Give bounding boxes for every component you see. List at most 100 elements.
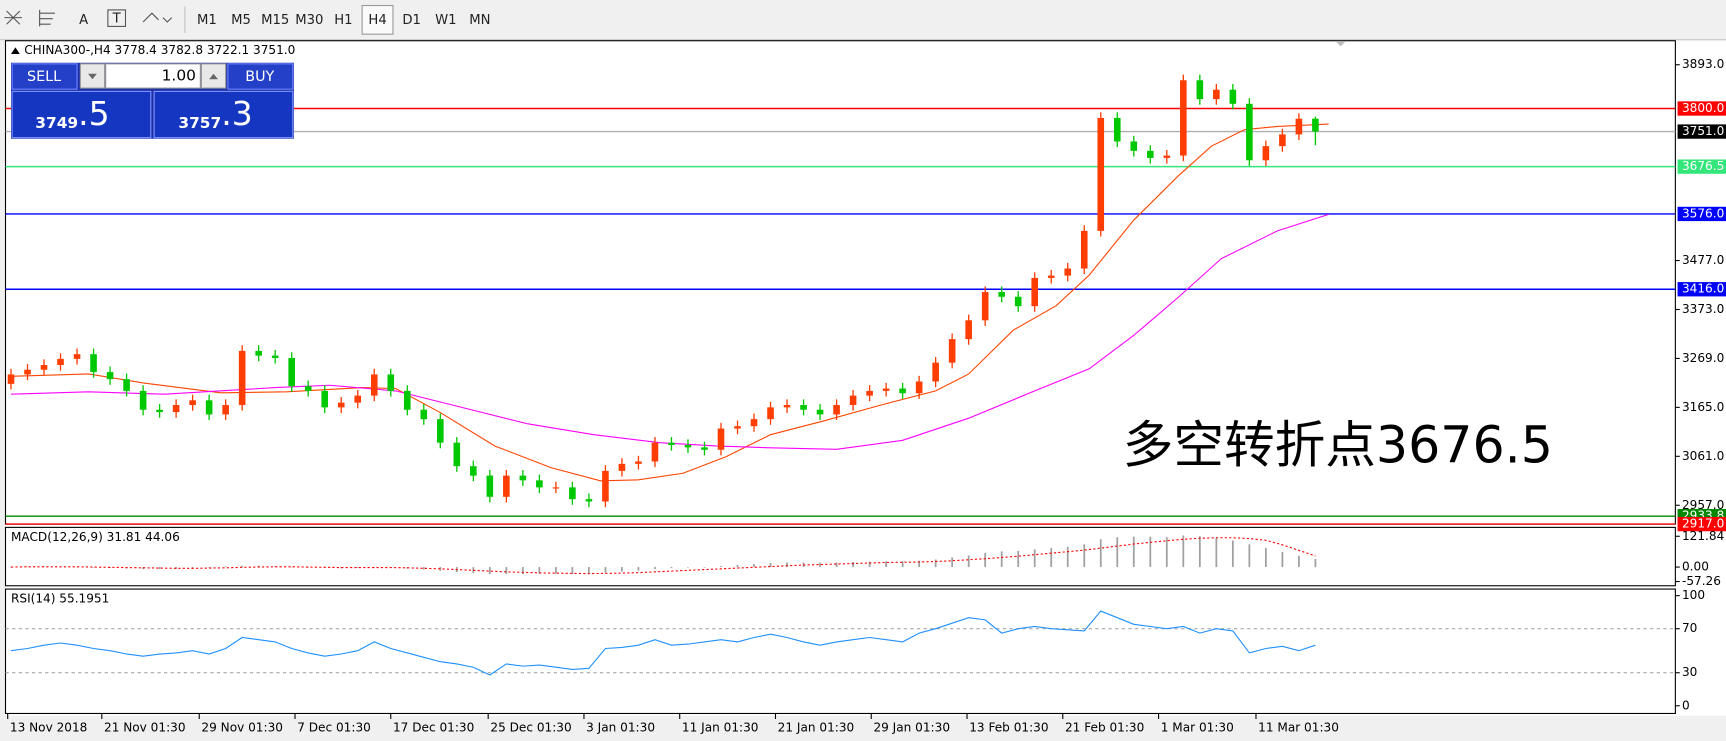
macd-bar [571, 567, 574, 575]
candle-body [123, 379, 130, 391]
macd-bar [1083, 544, 1086, 568]
candle-body [156, 409, 163, 413]
buy-label[interactable]: BUY [245, 69, 274, 85]
icon-text-box [107, 9, 127, 27]
candle-body [238, 350, 246, 406]
macd-bar [109, 567, 111, 569]
x-tick-label: 21 Nov 01:30 [104, 720, 186, 734]
lot-value[interactable]: 1.00 [162, 66, 196, 84]
macd-bar [439, 567, 442, 571]
candle-body [1295, 118, 1303, 135]
macd-bar [637, 567, 640, 571]
level-label: 3676.5 [1682, 159, 1724, 173]
candle-body [998, 292, 1005, 297]
macd-bar [307, 567, 310, 568]
rsi-tick-label: 100 [1682, 588, 1705, 602]
candle-body [866, 390, 873, 396]
lot-input[interactable] [105, 63, 201, 89]
candle-body [205, 400, 213, 415]
macd-bar [654, 567, 656, 570]
macd-bar [208, 567, 211, 568]
timeframe-button[interactable]: MN [469, 13, 490, 28]
level-label: 2917.0 [1682, 517, 1724, 531]
buy-button[interactable] [227, 63, 294, 90]
macd-bar [1033, 549, 1036, 568]
macd-bar [1281, 551, 1284, 568]
macd-bar [26, 566, 29, 568]
candle-body [139, 390, 147, 410]
candle-body [618, 463, 626, 471]
sell-price-main: 3749 [35, 114, 78, 132]
candle-body [684, 445, 692, 448]
macd-bar [868, 561, 871, 568]
timeframe-button[interactable]: M1 [197, 13, 217, 28]
macd-bar [92, 567, 95, 568]
tool-label[interactable]: A [79, 13, 88, 28]
plot: 3893.0 3477.0 3373.0 3269.0 3165.0 3061.0 2957… [5, 57, 1726, 734]
x-tick-label: 29 Nov 01:30 [201, 720, 283, 734]
candle-body [915, 381, 923, 394]
macd-bar [373, 567, 376, 568]
candle-body [288, 357, 296, 387]
macd-bar [1248, 544, 1251, 568]
tool-label[interactable]: T [112, 12, 122, 27]
timeframe-button[interactable]: M30 [295, 13, 323, 28]
candle-body [1312, 118, 1319, 132]
macd-bar [488, 567, 491, 575]
candle-body [40, 365, 48, 370]
timeframe-button[interactable]: D1 [402, 13, 421, 28]
candle-body [1031, 277, 1039, 307]
candle-body [354, 395, 362, 403]
buy-price-box[interactable] [153, 90, 294, 139]
macd-bar [819, 562, 821, 568]
candle-body [503, 475, 510, 497]
x-tick-label: 11 Jan 01:30 [682, 720, 759, 734]
macd-bar [885, 561, 887, 568]
sell-price-box[interactable] [11, 90, 152, 139]
candle-body [1047, 275, 1055, 278]
macd-bar [422, 567, 425, 570]
macd-bar [224, 566, 227, 568]
candle-body [569, 487, 576, 500]
timeframe-button[interactable]: H1 [334, 13, 352, 28]
y-tick-label: 3477.0 [1682, 253, 1724, 267]
candle-body [486, 475, 494, 497]
macd-bar [967, 555, 970, 568]
candle-body [1246, 103, 1253, 161]
candle-body [172, 405, 180, 413]
candle-body [536, 480, 543, 488]
candle-body [899, 388, 906, 394]
timeframe-button[interactable]: M5 [231, 13, 251, 28]
candle-body [1080, 230, 1088, 269]
timeframe-button[interactable]: W1 [435, 13, 456, 28]
sell-label[interactable]: SELL [27, 69, 61, 85]
macd-bar [621, 567, 623, 572]
candle-body [90, 354, 97, 373]
macd-bar [10, 567, 12, 568]
rsi-label: RSI(14) 55.1951 [11, 591, 109, 605]
timeframe-button[interactable]: M15 [261, 13, 289, 28]
candle-body [255, 350, 262, 356]
candle-body [321, 390, 329, 408]
macd-bar [1182, 535, 1185, 568]
candle-body [1180, 80, 1187, 156]
macd-bar [604, 567, 607, 573]
candle-body [222, 405, 229, 415]
level-label: 3800.0 [1682, 101, 1724, 115]
macd-bar [1215, 538, 1218, 568]
macd-bar [951, 557, 954, 568]
candle-body [981, 292, 989, 321]
macd-bar [769, 563, 772, 568]
candle-body [635, 461, 642, 464]
macd-bar [538, 567, 541, 574]
candle-body [668, 442, 675, 446]
macd-bar [1050, 548, 1053, 568]
timeframe-button[interactable]: H4 [368, 13, 386, 28]
candle-body [1064, 268, 1072, 276]
macd-bar [1198, 536, 1201, 568]
lot-down-arrow [88, 73, 97, 80]
candle-body [800, 405, 807, 410]
sell-button[interactable] [11, 63, 78, 90]
x-tick-label: 29 Jan 01:30 [873, 720, 950, 734]
